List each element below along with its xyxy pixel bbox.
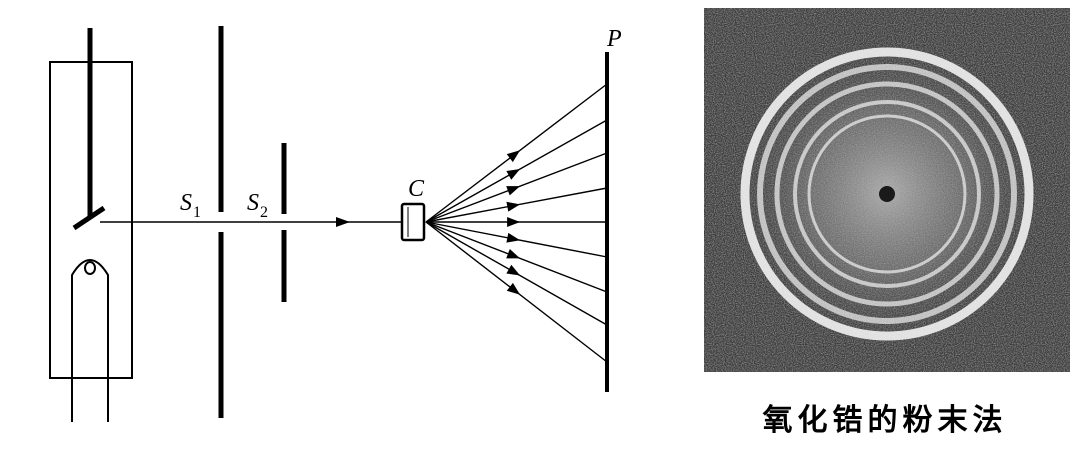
diffracted-ray-arrow	[506, 186, 521, 196]
x-ray-tube	[49, 28, 133, 422]
diffraction-rings	[740, 47, 1034, 341]
diffracted-ray-arrow	[506, 282, 521, 295]
diffraction-ring	[793, 100, 981, 288]
diffraction-ring	[807, 114, 967, 274]
tube-filament	[71, 259, 109, 422]
diffracted-ray-arrow	[506, 249, 521, 259]
powder-pattern-photo	[704, 8, 1070, 372]
diffracted-ray-arrow	[506, 232, 521, 243]
diffracted-ray-arrow	[506, 150, 521, 163]
diffraction-ring	[740, 47, 1034, 341]
label-crystal: C	[408, 176, 425, 202]
diffracted-ray-arrow	[506, 264, 521, 276]
incident-beam-arrow	[336, 217, 350, 227]
central-beam-spot	[879, 186, 895, 202]
photo-caption: 氧化锆的粉末法	[762, 403, 1008, 438]
diffracted-ray-arrow	[506, 168, 521, 180]
diffraction-ring	[774, 81, 1000, 307]
crystal-sample	[400, 202, 426, 242]
label-plate: P	[606, 26, 622, 52]
diffracted-ray-arrow	[507, 217, 521, 227]
label-s1: S1	[180, 190, 201, 221]
label-s2: S2	[247, 190, 268, 221]
tube-filament-loop	[84, 261, 96, 275]
tube-target-anode	[72, 205, 106, 231]
diffracted-rays	[425, 83, 608, 363]
diffracted-ray-arrow	[506, 201, 521, 212]
diffraction-ring	[757, 64, 1017, 324]
